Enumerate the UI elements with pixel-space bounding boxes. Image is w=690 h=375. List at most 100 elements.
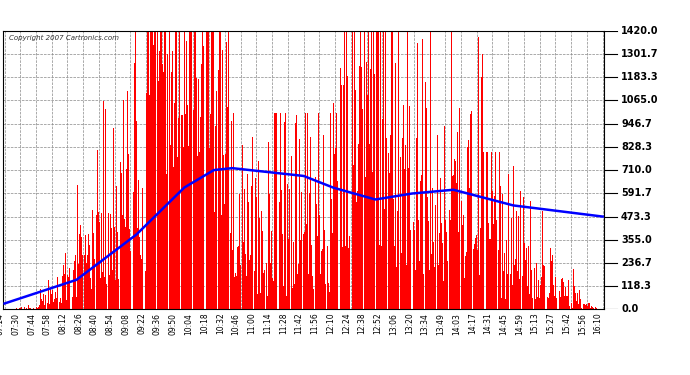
Bar <box>106 284 108 309</box>
Bar <box>197 156 198 309</box>
Bar <box>116 186 117 309</box>
Bar <box>112 270 113 309</box>
Bar <box>151 31 152 309</box>
Text: 12:52: 12:52 <box>373 313 382 334</box>
Bar <box>117 231 119 309</box>
Text: 15:13: 15:13 <box>531 313 540 334</box>
Bar <box>454 159 455 309</box>
Bar <box>414 230 415 309</box>
Bar <box>138 180 139 309</box>
Bar <box>241 145 243 309</box>
Bar <box>187 105 188 309</box>
Text: 11:14: 11:14 <box>263 313 272 334</box>
Bar <box>199 152 200 309</box>
Bar <box>38 308 39 309</box>
Bar <box>57 277 59 309</box>
Text: 08:12: 08:12 <box>59 313 68 334</box>
Bar <box>553 285 554 309</box>
Bar <box>186 40 187 309</box>
Bar <box>215 126 217 309</box>
Bar <box>46 303 48 309</box>
Text: 14:03: 14:03 <box>452 313 461 334</box>
Bar <box>480 228 481 309</box>
Bar <box>296 116 297 309</box>
Bar <box>559 291 560 309</box>
Text: 946.7: 946.7 <box>621 118 652 129</box>
Bar <box>549 294 550 309</box>
Bar <box>402 138 403 309</box>
Bar <box>497 250 499 309</box>
Bar <box>444 126 445 309</box>
Bar <box>538 280 539 309</box>
Bar <box>306 224 307 309</box>
Bar <box>285 113 286 309</box>
Bar <box>502 195 503 309</box>
Bar <box>464 278 465 309</box>
Bar <box>54 300 55 309</box>
Bar <box>541 277 542 309</box>
Bar <box>390 135 391 309</box>
Text: 09:22: 09:22 <box>137 313 146 334</box>
Bar <box>452 177 453 309</box>
Bar <box>19 308 20 309</box>
Bar <box>359 66 360 309</box>
Bar <box>486 152 488 309</box>
Bar <box>582 304 584 309</box>
Text: 10:04: 10:04 <box>184 313 193 334</box>
Bar <box>484 214 486 309</box>
Bar <box>281 190 282 309</box>
Bar <box>406 265 407 309</box>
Bar <box>204 31 206 309</box>
Bar <box>347 76 348 309</box>
Bar <box>543 264 544 309</box>
Bar <box>450 220 451 309</box>
Bar <box>334 154 335 309</box>
Bar <box>146 93 147 309</box>
Bar <box>525 260 526 309</box>
Bar <box>580 298 582 309</box>
Bar <box>41 298 42 309</box>
Bar <box>433 242 434 309</box>
Text: 0.0: 0.0 <box>621 304 638 314</box>
Bar <box>392 31 393 309</box>
Bar <box>453 175 454 309</box>
Bar <box>42 301 43 309</box>
Bar <box>509 274 511 309</box>
Bar <box>370 69 371 309</box>
Bar <box>560 297 561 309</box>
Bar <box>552 255 553 309</box>
Bar <box>518 216 520 309</box>
Bar <box>516 211 517 309</box>
Bar <box>274 113 275 309</box>
Bar <box>375 31 377 309</box>
Bar <box>548 298 549 309</box>
Text: 08:40: 08:40 <box>90 313 99 334</box>
Bar <box>576 301 577 309</box>
Bar <box>528 246 529 309</box>
Bar <box>300 240 302 309</box>
Bar <box>140 255 141 309</box>
Bar <box>223 155 224 309</box>
Bar <box>546 297 548 309</box>
Text: 473.3: 473.3 <box>621 211 652 222</box>
Bar <box>29 308 30 309</box>
Bar <box>39 304 40 309</box>
Bar <box>591 306 592 309</box>
Bar <box>294 284 295 309</box>
Bar <box>85 235 86 309</box>
Bar <box>554 296 555 309</box>
Bar <box>561 279 562 309</box>
Bar <box>457 132 458 309</box>
Bar <box>115 280 116 309</box>
Bar <box>481 76 482 309</box>
Bar <box>352 31 353 309</box>
Bar <box>305 113 306 309</box>
Bar <box>257 294 258 309</box>
Text: 12:10: 12:10 <box>326 313 335 334</box>
Text: 236.7: 236.7 <box>621 258 652 268</box>
Bar <box>500 186 501 309</box>
Bar <box>384 209 385 309</box>
Bar <box>237 247 238 309</box>
Bar <box>145 271 146 309</box>
Bar <box>465 256 466 309</box>
